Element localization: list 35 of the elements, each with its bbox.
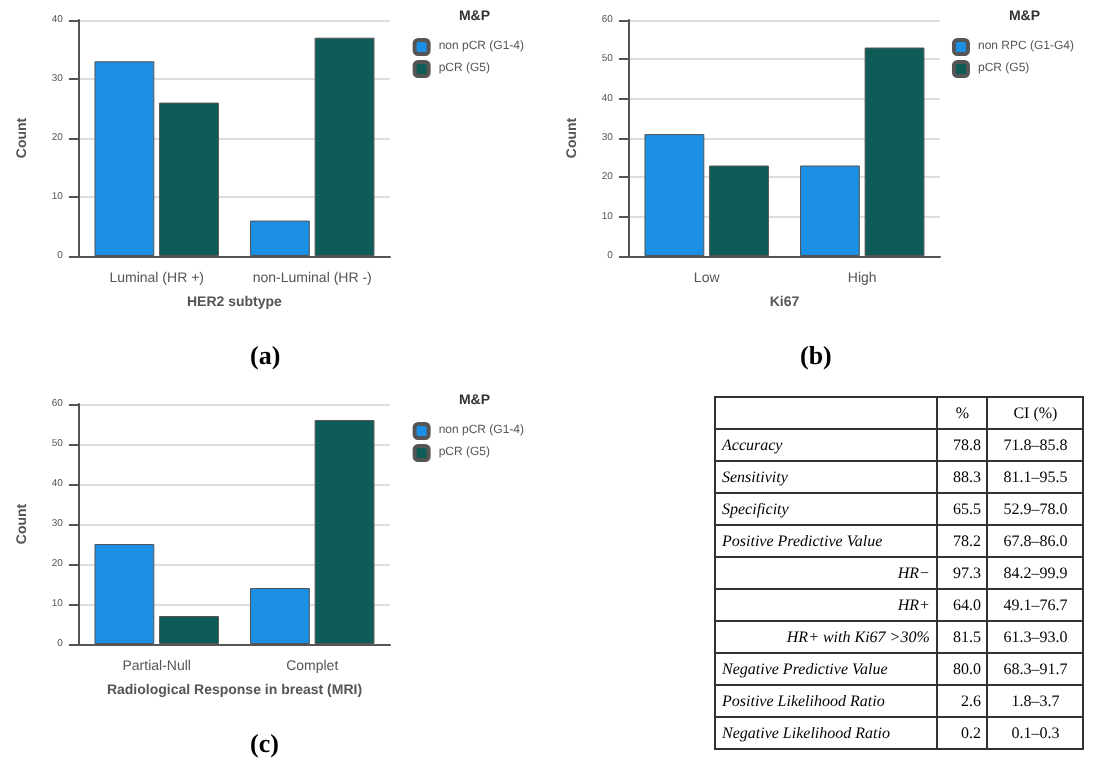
data-label: 97.3 (936, 557, 988, 589)
data-label: 81.1–95.5 (987, 461, 1083, 493)
text: % (936, 397, 988, 429)
data-label: 84.2–99.9 (987, 557, 1083, 589)
category-label: HR+ with Ki67 >30% (715, 621, 937, 653)
legend-label: CI (%) (987, 397, 1083, 429)
data-label: 49.1–76.7 (987, 589, 1083, 621)
category-label: HR+ (715, 589, 937, 621)
data-label: 1.8–3.7 (987, 685, 1083, 717)
data-label: 64.0 (936, 589, 988, 621)
data-label: 61.3–93.0 (987, 621, 1083, 653)
category-label: HR− (715, 557, 937, 589)
category-label: Positive Likelihood Ratio (715, 685, 937, 717)
text: (b) (800, 340, 832, 370)
data-label: 80.0 (936, 653, 988, 685)
data-label: 2.6 (936, 685, 988, 717)
data-label: 0.1–0.3 (987, 717, 1083, 749)
category-label: Sensitivity (715, 461, 937, 493)
category-label: Negative Likelihood Ratio (715, 717, 937, 749)
data-label: 71.8–85.8 (987, 429, 1083, 461)
data-label: 88.3 (936, 461, 988, 493)
data-label: 78.2 (936, 525, 988, 557)
data-label: 52.9–78.0 (987, 493, 1083, 525)
category-label: Positive Predictive Value (715, 525, 937, 557)
data-label: 68.3–91.7 (987, 653, 1083, 685)
category-label: Negative Predictive Value (715, 653, 937, 685)
data-label: 67.8–86.0 (987, 525, 1083, 557)
category-label: Accuracy (715, 429, 937, 461)
data-label: 81.5 (936, 621, 988, 653)
text: (c) (250, 728, 279, 758)
text: (a) (250, 340, 281, 370)
data-label: 0.2 (936, 717, 988, 749)
data-label: 78.8 (936, 429, 988, 461)
data-label: 65.5 (936, 493, 988, 525)
category-label: Specificity (715, 493, 937, 525)
